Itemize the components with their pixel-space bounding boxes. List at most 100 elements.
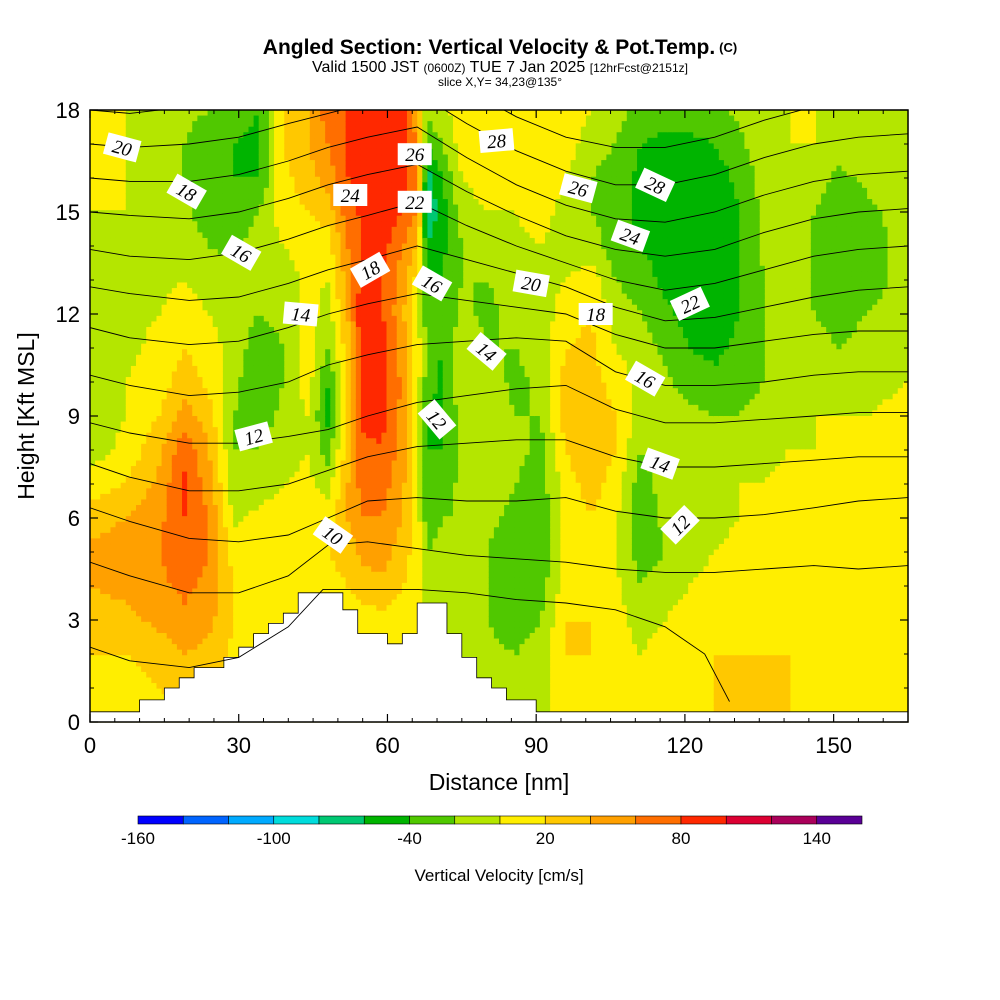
field-cell <box>309 460 316 467</box>
field-cell <box>176 132 183 139</box>
field-cell <box>197 165 204 172</box>
field-cell <box>284 410 290 417</box>
field-cell <box>130 505 137 512</box>
field-cell <box>90 666 96 673</box>
field-cell <box>309 349 316 356</box>
field-cell <box>110 349 117 356</box>
field-cell <box>238 148 244 156</box>
field-cell <box>156 321 163 328</box>
field-cell <box>258 132 265 139</box>
field-cell <box>207 505 214 512</box>
field-cell <box>243 393 250 400</box>
field-cell <box>182 521 188 528</box>
field-cell <box>187 599 193 606</box>
field-cell <box>197 276 204 284</box>
field-cell <box>95 493 101 501</box>
field-cell <box>90 271 96 278</box>
field-cell <box>161 532 168 539</box>
field-cell <box>136 610 142 617</box>
field-cell <box>222 221 229 228</box>
field-cell <box>228 288 234 295</box>
field-cell <box>187 377 193 384</box>
field-cell <box>299 566 306 573</box>
field-cell <box>151 449 158 456</box>
field-cell <box>115 671 122 679</box>
field-cell <box>100 449 106 456</box>
field-cell <box>253 321 260 328</box>
field-cell <box>233 360 239 367</box>
field-cell <box>156 354 163 361</box>
field-cell <box>207 249 214 256</box>
field-cell <box>115 377 122 384</box>
field-cell <box>222 377 229 384</box>
field-cell <box>136 594 142 601</box>
field-cell <box>248 310 255 317</box>
field-cell <box>258 466 265 473</box>
field-cell <box>125 649 132 656</box>
field-cell <box>130 532 137 539</box>
field-cell <box>171 343 178 350</box>
field-cell <box>258 293 265 300</box>
field-cell <box>166 482 173 489</box>
field-cell <box>314 555 321 562</box>
field-cell <box>151 460 158 467</box>
field-cell <box>222 154 229 161</box>
field-cell <box>110 310 117 317</box>
field-cell <box>151 310 158 317</box>
field-cell <box>110 454 117 462</box>
field-cell <box>314 338 321 345</box>
field-cell <box>268 538 275 545</box>
field-cell <box>309 582 316 590</box>
field-cell <box>95 232 101 239</box>
field-cell <box>120 671 127 679</box>
field-cell <box>299 121 306 128</box>
field-cell <box>115 443 122 450</box>
field-cell <box>171 276 178 284</box>
field-cell <box>233 510 239 517</box>
field-cell <box>243 482 250 489</box>
field-cell <box>228 605 234 612</box>
field-cell <box>182 288 188 295</box>
field-cell <box>268 616 275 623</box>
field-cell <box>90 371 96 378</box>
field-cell <box>243 466 250 473</box>
field-cell <box>95 315 101 323</box>
field-cell <box>166 154 173 161</box>
field-cell <box>176 160 183 167</box>
field-cell <box>289 443 296 450</box>
field-cell <box>212 365 219 373</box>
field-cell <box>294 221 301 228</box>
field-cell <box>233 210 239 217</box>
field-cell <box>192 460 198 467</box>
field-cell <box>95 649 101 656</box>
field-cell <box>125 171 132 178</box>
field-cell <box>120 115 127 122</box>
field-cell <box>105 349 112 356</box>
field-cell <box>130 432 137 439</box>
field-cell <box>136 471 142 478</box>
field-cell <box>187 276 193 284</box>
field-cell <box>263 204 270 211</box>
field-cell <box>243 232 250 239</box>
field-cell <box>110 594 117 601</box>
field-cell <box>202 399 209 406</box>
field-cell <box>136 694 142 701</box>
field-cell <box>228 466 234 473</box>
field-cell <box>146 421 152 428</box>
field-cell <box>202 349 209 356</box>
field-cell <box>258 566 265 573</box>
field-cell <box>146 454 152 462</box>
field-cell <box>238 115 244 122</box>
field-cell <box>258 605 265 612</box>
field-cell <box>248 299 255 306</box>
field-cell <box>284 549 290 556</box>
field-cell <box>258 182 265 189</box>
field-cell <box>90 577 96 584</box>
field-cell <box>258 143 265 150</box>
field-cell <box>279 477 285 484</box>
field-cell <box>263 310 270 317</box>
field-cell <box>192 254 198 261</box>
field-cell <box>274 393 280 400</box>
field-cell <box>95 699 101 706</box>
field-cell <box>141 204 147 211</box>
